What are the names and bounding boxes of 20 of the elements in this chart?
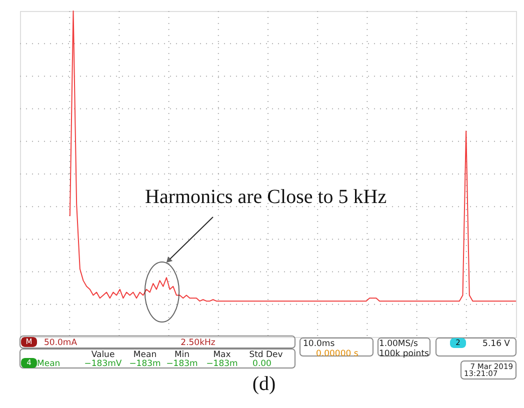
text: −183m <box>166 359 198 369</box>
text: Mean <box>133 350 157 360</box>
text: 0.00 <box>252 359 272 369</box>
text: 10.0ms <box>303 339 336 349</box>
text: 100k points <box>379 349 430 359</box>
text: Std Dev <box>249 350 283 360</box>
text: (d) <box>252 373 276 395</box>
text: −183m <box>129 359 161 369</box>
text: Value <box>91 350 115 360</box>
text: Max <box>213 350 231 360</box>
annotation: Harmonics are Close to 5 kHz <box>145 186 387 208</box>
text: Min <box>174 350 190 360</box>
text: 0.00000 s <box>316 349 359 359</box>
text: 50.0mA <box>44 338 78 348</box>
text: −183m <box>206 359 238 369</box>
text: 1.00MS/s <box>379 339 419 349</box>
text: 5.16 V <box>482 339 510 349</box>
text: 2.50kHz <box>180 338 216 348</box>
text: −183mV <box>84 359 122 369</box>
text: Mean <box>37 359 60 369</box>
